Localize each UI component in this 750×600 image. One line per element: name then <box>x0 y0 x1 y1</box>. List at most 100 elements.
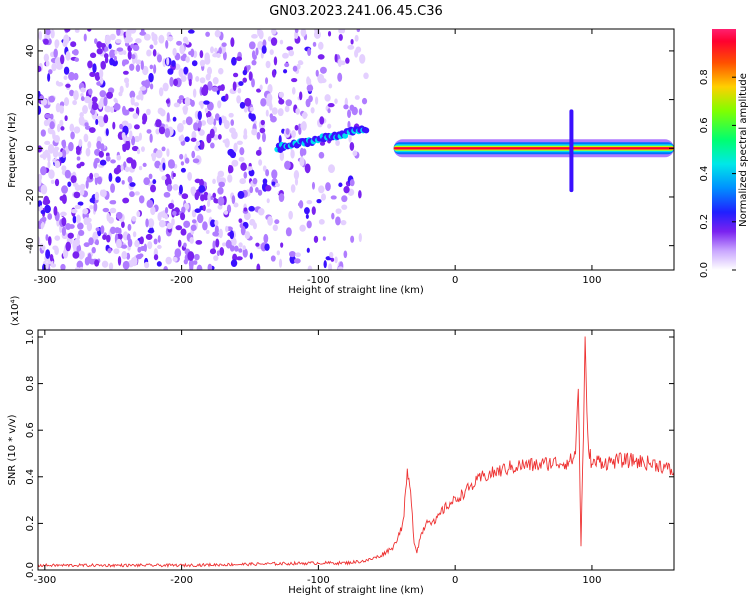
noise-blob <box>247 64 251 70</box>
noise-blob <box>327 30 332 37</box>
noise-blob <box>152 179 157 185</box>
noise-blob <box>181 193 189 200</box>
noise-blob <box>47 144 55 154</box>
noise-blob <box>330 257 335 262</box>
noise-blob <box>158 220 166 228</box>
noise-blob <box>305 213 309 220</box>
snr-x-tick-label: -200 <box>170 575 193 586</box>
noise-blob <box>148 72 154 83</box>
noise-blob <box>240 225 246 236</box>
noise-blob <box>98 150 104 158</box>
noise-blob <box>256 131 261 140</box>
noise-blob <box>181 206 186 214</box>
noise-blob <box>238 81 244 87</box>
noise-blob <box>212 192 217 198</box>
noise-blob <box>40 184 48 195</box>
noise-blob <box>218 47 222 55</box>
noise-blob <box>249 106 254 112</box>
noise-blob <box>61 194 67 205</box>
spectrogram-y-tick-label: 40 <box>25 45 36 58</box>
noise-blob <box>343 104 349 110</box>
noise-blob <box>260 119 265 126</box>
noise-blob <box>129 63 135 71</box>
noise-blob <box>257 41 264 50</box>
noise-blob <box>267 215 273 226</box>
noise-blob <box>57 123 61 133</box>
noise-blob <box>127 123 133 130</box>
noise-blob <box>127 176 133 184</box>
noise-blob <box>60 126 65 131</box>
noise-blob <box>102 234 107 240</box>
noise-blob <box>45 234 49 241</box>
noise-blob <box>150 206 156 216</box>
noise-blob <box>217 85 224 91</box>
noise-blob <box>40 166 47 176</box>
noise-blob <box>136 210 141 217</box>
noise-blob <box>166 148 170 157</box>
noise-blob <box>235 56 243 62</box>
noise-blob <box>135 254 143 260</box>
noise-blob <box>277 108 284 117</box>
noise-blob <box>324 94 331 102</box>
noise-blob <box>212 76 219 85</box>
noise-blob <box>104 105 112 113</box>
noise-blob <box>257 207 265 216</box>
noise-blob <box>129 182 136 187</box>
noise-blob <box>347 120 351 130</box>
noise-blob <box>61 139 65 147</box>
snr-y-label: SNR (10 * v/v) <box>7 414 18 485</box>
noise-blob <box>94 191 100 201</box>
noise-blob <box>142 65 149 76</box>
noise-blob <box>48 69 53 75</box>
spectrogram-x-tick-label: 100 <box>582 275 601 286</box>
noise-blob <box>172 172 176 178</box>
noise-blob <box>100 225 105 234</box>
noise-blob <box>182 36 188 43</box>
noise-blob <box>89 205 94 210</box>
noise-blob <box>278 193 285 203</box>
noise-blob <box>312 41 317 47</box>
noise-blob <box>109 33 116 41</box>
noise-blob <box>64 169 71 179</box>
noise-blob <box>265 77 269 85</box>
noise-blob <box>180 228 187 236</box>
noise-blob <box>162 82 169 92</box>
noise-blob <box>233 142 238 153</box>
noise-blob <box>61 185 69 194</box>
noise-blob <box>187 72 193 83</box>
noise-blob <box>54 42 59 49</box>
noise-blob <box>59 119 64 127</box>
noise-blob <box>128 107 135 112</box>
noise-blob <box>118 227 122 235</box>
noise-blob <box>260 51 264 59</box>
noise-blob <box>209 128 215 139</box>
noise-blob <box>142 113 148 124</box>
noise-blob <box>129 191 135 198</box>
noise-blob <box>258 29 264 40</box>
noise-blob <box>72 182 79 187</box>
noise-blob <box>89 172 94 180</box>
noise-blob <box>248 169 255 177</box>
noise-blob <box>195 140 201 147</box>
noise-blob <box>43 53 50 62</box>
noise-blob <box>318 219 325 225</box>
noise-blob <box>337 266 344 270</box>
noise-blob <box>271 107 278 115</box>
noise-blob <box>177 122 184 133</box>
noise-blob <box>190 137 197 142</box>
snr-frame <box>37 329 675 571</box>
noise-blob <box>79 183 86 191</box>
noise-blob <box>49 121 55 130</box>
noise-blob <box>157 212 162 222</box>
noise-blob <box>211 86 219 92</box>
noise-blob <box>143 243 147 252</box>
noise-blob <box>227 174 233 183</box>
noise-blob <box>158 126 166 135</box>
noise-blob <box>184 136 190 143</box>
noise-blob <box>188 51 194 56</box>
noise-blob <box>50 113 54 120</box>
noise-blob <box>265 185 272 192</box>
noise-blob <box>53 48 58 59</box>
noise-blob <box>169 76 174 87</box>
noise-blob <box>218 67 224 75</box>
